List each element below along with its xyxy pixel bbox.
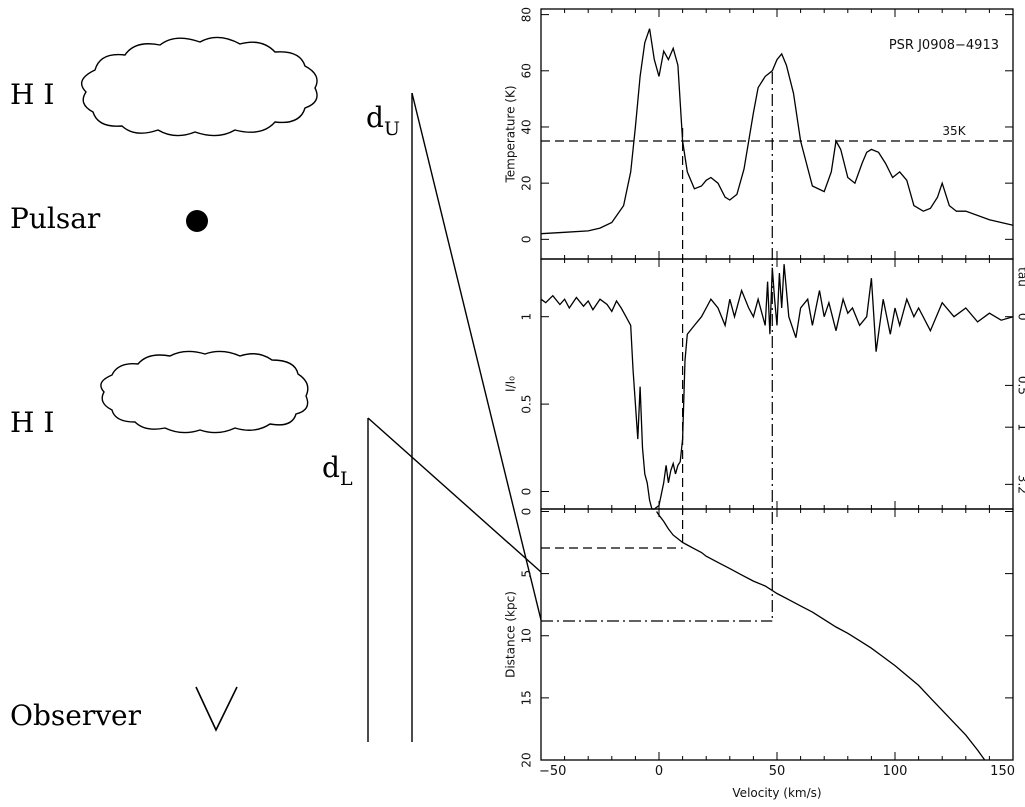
distance-series-line	[656, 511, 986, 761]
temperature-ytick-label: 40	[520, 119, 534, 134]
tau-tick-label: 0.5	[1016, 376, 1025, 395]
absorption-ytick-label: 0	[520, 488, 534, 496]
tau-tick-label: 1	[1016, 423, 1025, 431]
x-tick-label: −50	[539, 764, 566, 779]
absorption-series-line	[540, 264, 1014, 510]
absorption-ytick-label: 0.5	[520, 395, 534, 414]
temperature-ytick-label: 20	[520, 176, 534, 191]
distance-ytick-label: 20	[520, 752, 534, 767]
panel-temperature: 0 20 40 60 80 Temperature (K) 35K PSR J0908−491…	[504, 7, 1014, 260]
hi-upper-label: H I	[10, 78, 54, 111]
absorption-ytick-label: 1	[520, 313, 534, 321]
upper-distance-label: dU	[366, 101, 400, 140]
lower-cloud	[100, 350, 309, 434]
threshold-label: 35K	[942, 124, 966, 138]
temperature-ytick-label: 60	[520, 63, 534, 78]
observer-label: Observer	[10, 699, 142, 732]
distance-ytick-label: 10	[520, 628, 534, 643]
temperature-ytick-label: 0	[520, 236, 534, 244]
chart-area: 0 20 40 60 80 Temperature (K) 35K PSR J0908−491…	[504, 7, 1025, 800]
x-tick-label: 150	[990, 764, 1015, 779]
distance-ytick-label: 5	[520, 570, 534, 578]
x-tick-label: 100	[883, 764, 908, 779]
tau-tick-label: 3.2	[1016, 475, 1025, 494]
tau-axis-label: tau	[1016, 267, 1025, 287]
lower-distance-label: dL	[322, 451, 353, 490]
panel-distance: 0 5 10 15 20 Distance (kpc) −50 0 50 100 150 Veloci…	[504, 508, 1016, 800]
pulsar-label: Pulsar	[10, 202, 101, 235]
absorption-frame	[540, 258, 1014, 510]
observer-icon	[195, 686, 238, 732]
panel-absorption: 0 0.5 1 I/I₀ 0 0.5 1 3.2 tau	[504, 258, 1025, 510]
tau-tick-label: 0	[1016, 313, 1025, 321]
distance-frame	[540, 508, 1014, 761]
upper-cloud	[80, 36, 318, 137]
distance-ylabel: Distance (kpc)	[504, 591, 518, 678]
schematic: H I Pulsar H I Observer dU dL	[10, 36, 542, 742]
temperature-ylabel: Temperature (K)	[504, 85, 518, 183]
pulsar-name-annotation: PSR J0908−4913	[889, 38, 999, 53]
x-tick-label: 50	[769, 764, 786, 779]
temperature-series-line	[540, 28, 1014, 235]
x-tick-label: 0	[655, 764, 663, 779]
upper-connector-line	[411, 92, 542, 621]
lower-connector-line	[367, 417, 542, 573]
distance-ytick-label: 0	[520, 508, 534, 516]
x-axis-label: Velocity (km/s)	[732, 786, 821, 800]
hi-lower-label: H I	[10, 406, 54, 439]
distance-ytick-label: 15	[520, 690, 534, 705]
absorption-ylabel: I/I₀	[504, 376, 518, 392]
temperature-ytick-label: 80	[520, 7, 534, 22]
pulsar-dot	[186, 210, 208, 232]
